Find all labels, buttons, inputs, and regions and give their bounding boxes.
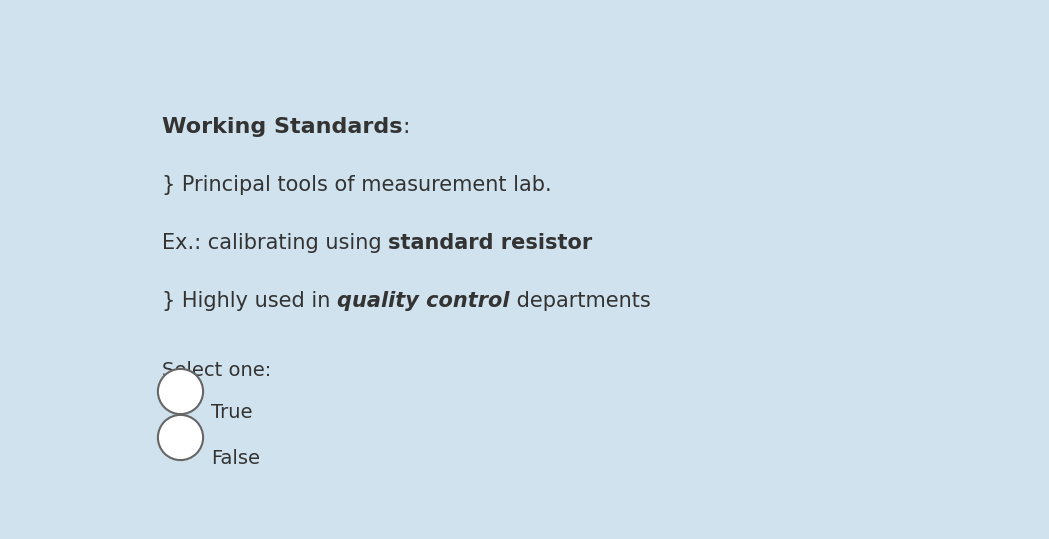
Text: } Highly used in: } Highly used in xyxy=(162,291,337,311)
Text: quality control: quality control xyxy=(337,291,510,311)
Text: :: : xyxy=(403,116,410,136)
Text: } Principal tools of measurement lab.: } Principal tools of measurement lab. xyxy=(162,175,552,195)
Text: standard resistor: standard resistor xyxy=(388,233,593,253)
Point xyxy=(172,387,189,396)
Text: False: False xyxy=(211,448,260,468)
Text: Ex.: calibrating using: Ex.: calibrating using xyxy=(162,233,388,253)
Text: Select one:: Select one: xyxy=(162,362,272,381)
Point xyxy=(172,433,189,441)
Text: True: True xyxy=(211,403,253,422)
Text: Working Standards: Working Standards xyxy=(162,116,403,136)
Text: departments: departments xyxy=(510,291,650,311)
